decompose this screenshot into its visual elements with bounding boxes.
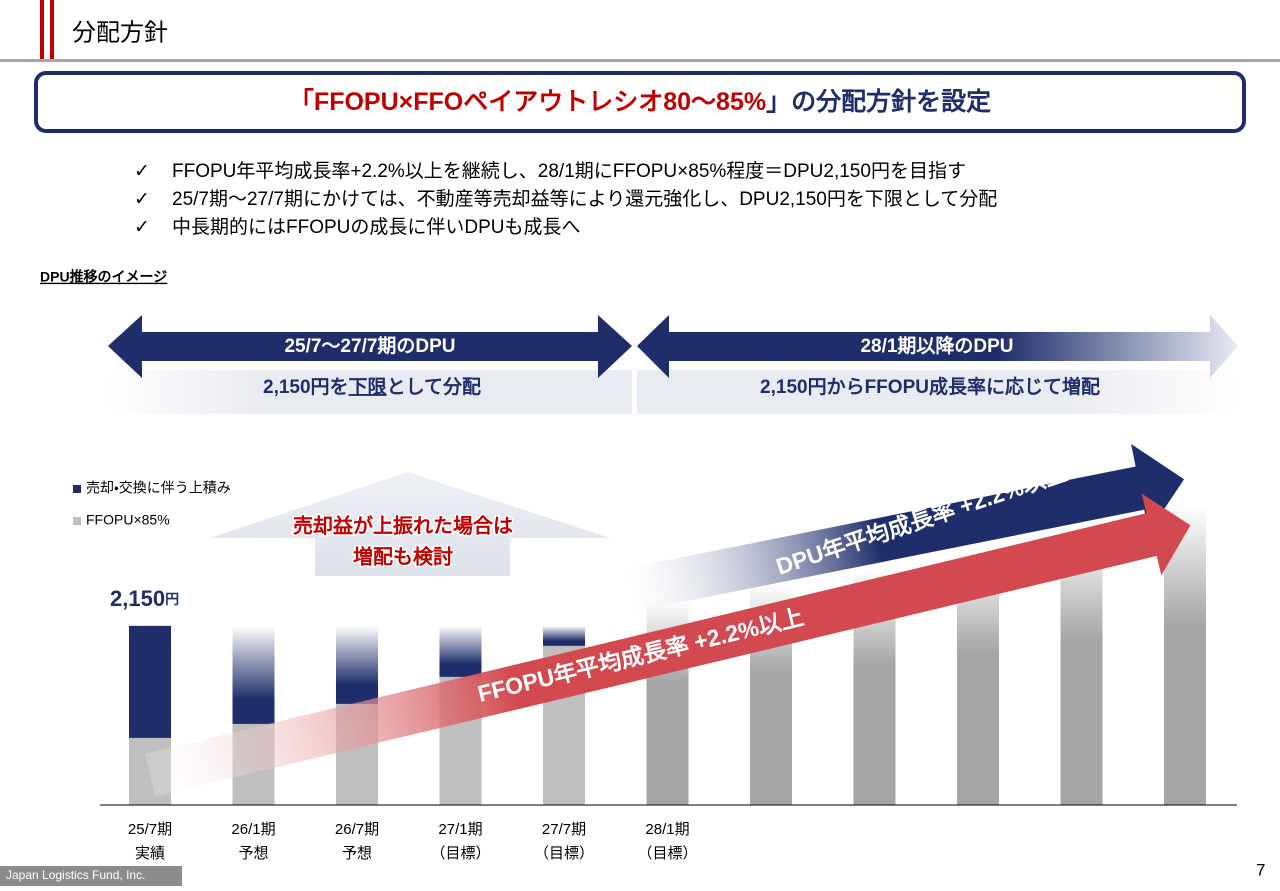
bar-segment <box>129 625 171 738</box>
x-tick-note: （目標） <box>430 845 490 862</box>
banner-box <box>34 71 1246 133</box>
x-tick-note: （目標） <box>637 845 697 862</box>
bar-segment <box>232 625 275 724</box>
x-tick-label: 25/7期 <box>128 821 172 838</box>
bar-segment <box>439 625 482 677</box>
period-note: 2,150円からFFOPU成長率に応じて増配 <box>760 375 1100 398</box>
page-title: 分配方針 <box>72 19 168 46</box>
dpu-label: 2,150円 <box>110 586 179 611</box>
x-tick-label: 27/1期 <box>438 821 482 838</box>
bullet: 中長期的にはFFOPUの成長に伴いDPUも成長へ <box>172 216 581 238</box>
banner-rest: 」の分配方針を設定 <box>766 87 991 116</box>
note-part: 2,150円を <box>263 376 349 398</box>
bar-segment <box>543 625 585 646</box>
x-tick-label: 26/1期 <box>231 821 275 838</box>
legend-label: 売却・交換に伴う上積み <box>86 480 231 496</box>
arrow-shape <box>144 493 1191 797</box>
section-label: DPU推移のイメージ <box>40 269 167 285</box>
period-title: 28/1期以降のDPU <box>860 334 1013 357</box>
header-bar <box>40 0 44 60</box>
callout-shape <box>210 472 610 576</box>
dpu-unit: 円 <box>165 591 179 607</box>
x-tick-note: （目標） <box>534 845 594 862</box>
bullets: ✓ FFOPU年平均成長率+2.2%以上を継続し、28/1期にFFOPU×85%… <box>134 160 997 238</box>
note-part: 下限 <box>349 376 387 398</box>
legend-label: FFOPU×85% <box>86 512 170 528</box>
bullet: FFOPU年平均成長率+2.2%以上を継続し、28/1期にFFOPU×85%程度… <box>172 160 966 182</box>
period-arrow <box>108 315 632 378</box>
callout-text: 売却益が上振れた場合は <box>293 513 513 537</box>
header-rule <box>0 59 1280 62</box>
dpu-value: 2,150 <box>110 586 165 611</box>
x-tick-note: 予想 <box>342 845 372 862</box>
period-band <box>108 370 632 414</box>
period-arrow <box>637 315 1238 378</box>
note-part: として分配 <box>387 376 481 398</box>
period-title: 25/7～27/7期のDPU <box>284 335 455 357</box>
x-tick-label: 26/7期 <box>335 821 379 838</box>
page-number: 7 <box>1256 860 1265 879</box>
period-note: 2,150円を下限として分配 <box>263 376 481 398</box>
banner-open: 「 <box>289 87 314 116</box>
callout-text: 増配も検討 <box>353 544 453 568</box>
x-tick-note: 予想 <box>238 845 268 862</box>
x-tick-note: 実績 <box>135 845 165 862</box>
bullet: 25/7期～27/7期にかけては、不動産等売却益等により還元強化し、DPU2,1… <box>172 188 997 210</box>
legend-swatch <box>73 485 81 493</box>
period-band <box>637 370 1237 414</box>
banner-highlight: FFOPU×FFOペイアウトレシオ80～85% <box>314 88 766 116</box>
header-bar <box>50 0 54 60</box>
footer-company: Japan Logistics Fund, Inc. <box>6 868 145 882</box>
bar-segment <box>336 625 378 704</box>
check: ✓ <box>134 189 150 210</box>
check: ✓ <box>134 217 150 238</box>
check: ✓ <box>134 161 150 182</box>
legend-swatch <box>73 517 81 525</box>
arrow-shape <box>625 443 1185 612</box>
footer-logo <box>0 866 182 886</box>
banner-text: 「FFOPU×FFOペイアウトレシオ80～85%」の分配方針を設定 <box>289 87 991 116</box>
x-tick-label: 28/1期 <box>645 821 689 838</box>
x-tick-label: 27/7期 <box>542 821 586 838</box>
